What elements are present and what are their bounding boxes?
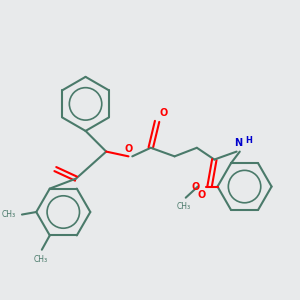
Text: CH₃: CH₃ xyxy=(177,202,191,211)
Text: O: O xyxy=(192,182,200,192)
Text: N: N xyxy=(234,138,242,148)
Text: CH₃: CH₃ xyxy=(33,256,47,265)
Text: CH₃: CH₃ xyxy=(2,210,16,219)
Text: O: O xyxy=(197,190,206,200)
Text: O: O xyxy=(160,108,168,118)
Text: H: H xyxy=(245,136,252,145)
Text: O: O xyxy=(125,144,133,154)
